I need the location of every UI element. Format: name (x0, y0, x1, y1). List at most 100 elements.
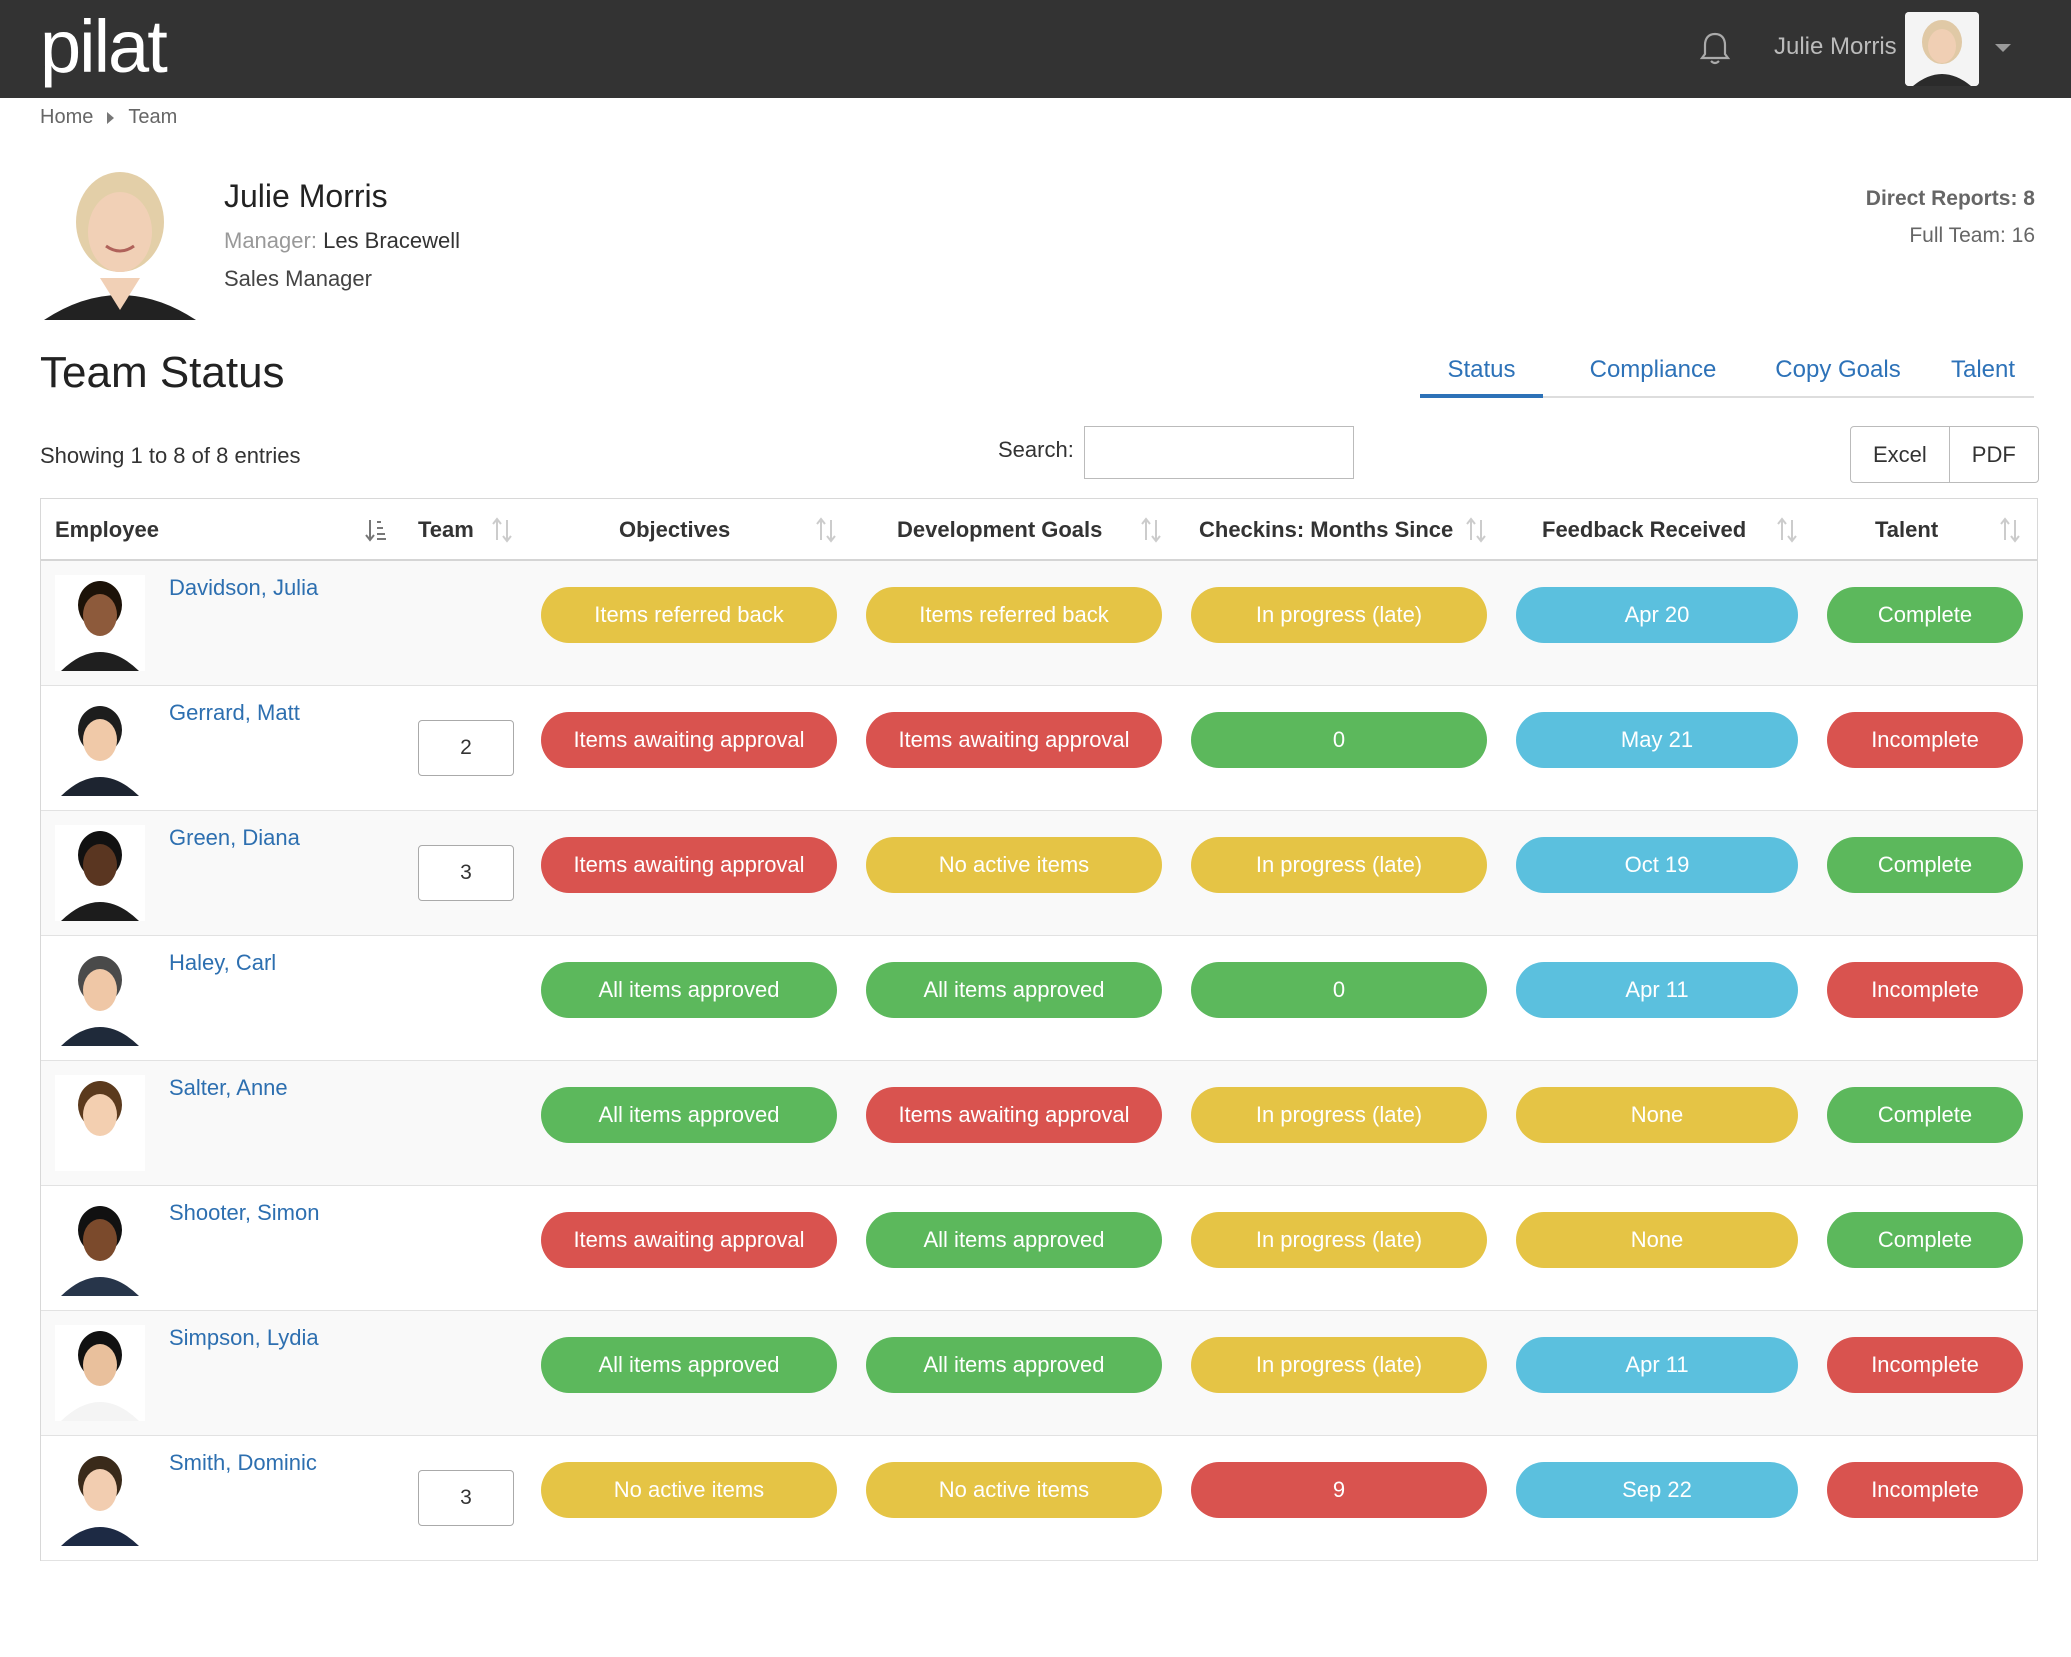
talent-status-badge[interactable]: Incomplete (1827, 962, 2023, 1018)
employee-name-link[interactable]: Simpson, Lydia (169, 1325, 319, 1350)
breadcrumb: Home Team (40, 106, 177, 129)
profile-photo (40, 160, 200, 320)
objectives-status-badge[interactable]: Items awaiting approval (541, 837, 837, 893)
feedback-status-badge[interactable]: Apr 11 (1516, 962, 1798, 1018)
table-row: Green, Diana 3 Items awaiting approval No a… (41, 811, 2037, 936)
column-header-checkins[interactable]: Checkins: Months Since (1199, 517, 1454, 542)
employee-photo[interactable] (55, 1075, 145, 1171)
talent-status-badge[interactable]: Complete (1827, 587, 2023, 643)
employee-name-link[interactable]: Green, Diana (169, 825, 300, 850)
talent-status-badge[interactable]: Complete (1827, 837, 2023, 893)
objectives-status-badge[interactable]: All items approved (541, 962, 837, 1018)
app-logo[interactable]: pilat (40, 5, 168, 88)
tab-compliance[interactable]: Compliance (1589, 356, 1717, 383)
development-goals-status-badge[interactable]: All items approved (866, 1212, 1162, 1268)
employee-photo[interactable] (55, 575, 145, 671)
talent-status-badge[interactable]: Incomplete (1827, 1462, 2023, 1518)
employee-name-link[interactable]: Smith, Dominic (169, 1450, 317, 1475)
checkins-status-badge[interactable]: In progress (late) (1191, 837, 1487, 893)
checkins-status-badge[interactable]: 0 (1191, 712, 1487, 768)
direct-reports-count: Direct Reports: 8 (1865, 187, 2035, 210)
talent-status-badge[interactable]: Complete (1827, 1212, 2023, 1268)
sort-icon[interactable] (1465, 517, 1487, 543)
sort-icon[interactable] (1140, 517, 1162, 543)
breadcrumb-team[interactable]: Team (128, 106, 178, 128)
column-header-team[interactable]: Team (418, 517, 474, 542)
objectives-status-badge[interactable]: No active items (541, 1462, 837, 1518)
employee-name-link[interactable]: Salter, Anne (169, 1075, 288, 1100)
sort-icon[interactable] (1776, 517, 1798, 543)
development-goals-status-badge[interactable]: No active items (866, 837, 1162, 893)
talent-status-badge[interactable]: Complete (1827, 1087, 2023, 1143)
table-header: Employee Team Objectives Development Goa… (41, 499, 2037, 561)
feedback-status-badge[interactable]: Apr 20 (1516, 587, 1798, 643)
feedback-status-badge[interactable]: None (1516, 1087, 1798, 1143)
employee-name-link[interactable]: Shooter, Simon (169, 1200, 320, 1225)
employee-name-link[interactable]: Gerrard, Matt (169, 700, 300, 725)
checkins-status-badge[interactable]: In progress (late) (1191, 1337, 1487, 1393)
team-size-button[interactable]: 2 (418, 720, 514, 776)
employee-name-link[interactable]: Davidson, Julia (169, 575, 319, 600)
tab-status[interactable]: Status (1420, 350, 1543, 398)
talent-status-badge[interactable]: Incomplete (1827, 712, 2023, 768)
feedback-status-badge[interactable]: May 21 (1516, 712, 1798, 768)
pdf-export-button[interactable]: PDF (1949, 426, 2039, 483)
column-header-objectives[interactable]: Objectives (619, 517, 731, 542)
entries-info: Showing 1 to 8 of 8 entries (40, 443, 301, 468)
column-header-talent[interactable]: Talent (1875, 517, 1939, 542)
column-header-feedback-received[interactable]: Feedback Received (1542, 517, 1747, 542)
feedback-status-badge[interactable]: Oct 19 (1516, 837, 1798, 893)
breadcrumb-home[interactable]: Home (40, 106, 94, 128)
checkins-status-badge[interactable]: 9 (1191, 1462, 1487, 1518)
development-goals-status-badge[interactable]: All items approved (866, 962, 1162, 1018)
employee-photo[interactable] (55, 700, 145, 796)
page-title: Team Status (40, 348, 285, 397)
employee-photo[interactable] (55, 950, 145, 1046)
development-goals-status-badge[interactable]: Items awaiting approval (866, 712, 1162, 768)
development-goals-status-badge[interactable]: All items approved (866, 1337, 1162, 1393)
sort-icon[interactable] (815, 517, 837, 543)
bell-icon[interactable] (1698, 30, 1732, 66)
table-row: Salter, Anne All items approved Items awai… (41, 1061, 2037, 1186)
objectives-status-badge[interactable]: Items referred back (541, 587, 837, 643)
column-header-development-goals[interactable]: Development Goals (897, 517, 1103, 542)
excel-export-button[interactable]: Excel (1850, 426, 1950, 483)
team-size-button[interactable]: 3 (418, 1470, 514, 1526)
current-user-name[interactable]: Julie Morris (1774, 33, 1897, 60)
sort-icon[interactable] (491, 517, 513, 543)
chevron-down-icon[interactable] (1995, 44, 2011, 52)
employee-name-link[interactable]: Haley, Carl (169, 950, 277, 975)
employee-photo[interactable] (55, 1450, 145, 1546)
talent-status-badge[interactable]: Incomplete (1827, 1337, 2023, 1393)
chevron-right-icon (107, 111, 115, 124)
feedback-status-badge[interactable]: Sep 22 (1516, 1462, 1798, 1518)
employee-photo[interactable] (55, 1200, 145, 1296)
tab-talent[interactable]: Talent (1950, 356, 2016, 383)
checkins-status-badge[interactable]: In progress (late) (1191, 1212, 1487, 1268)
employee-photo[interactable] (55, 1325, 145, 1421)
search-input[interactable] (1084, 426, 1354, 479)
objectives-status-badge[interactable]: Items awaiting approval (541, 1212, 837, 1268)
objectives-status-badge[interactable]: Items awaiting approval (541, 712, 837, 768)
employee-photo[interactable] (55, 825, 145, 921)
checkins-status-badge[interactable]: 0 (1191, 962, 1487, 1018)
development-goals-status-badge[interactable]: No active items (866, 1462, 1162, 1518)
table-row: Simpson, Lydia All items approved All item… (41, 1311, 2037, 1436)
sort-asc-icon[interactable] (365, 517, 387, 543)
development-goals-status-badge[interactable]: Items referred back (866, 587, 1162, 643)
profile-name: Julie Morris (224, 178, 388, 214)
checkins-status-badge[interactable]: In progress (late) (1191, 587, 1487, 643)
team-size-button[interactable]: 3 (418, 845, 514, 901)
manager-label: Manager: (224, 228, 317, 253)
objectives-status-badge[interactable]: All items approved (541, 1087, 837, 1143)
feedback-status-badge[interactable]: Apr 11 (1516, 1337, 1798, 1393)
development-goals-status-badge[interactable]: Items awaiting approval (866, 1087, 1162, 1143)
tab-copy-goals[interactable]: Copy Goals (1775, 356, 1901, 383)
checkins-status-badge[interactable]: In progress (late) (1191, 1087, 1487, 1143)
user-avatar[interactable] (1905, 12, 1979, 86)
table-row: Shooter, Simon Items awaiting approval All… (41, 1186, 2037, 1311)
sort-icon[interactable] (1999, 517, 2021, 543)
feedback-status-badge[interactable]: None (1516, 1212, 1798, 1268)
objectives-status-badge[interactable]: All items approved (541, 1337, 837, 1393)
column-header-employee[interactable]: Employee (55, 517, 159, 542)
